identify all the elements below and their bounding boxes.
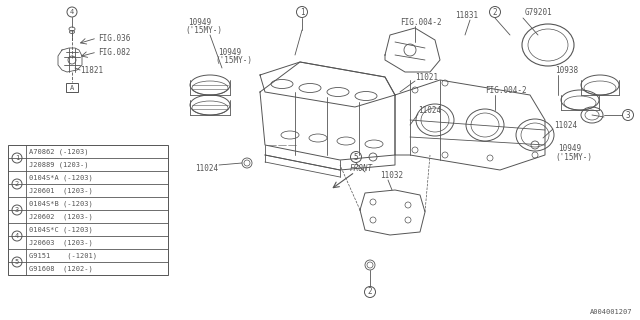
Text: 10949: 10949 xyxy=(218,47,241,57)
Text: 0104S*B (-1203): 0104S*B (-1203) xyxy=(29,200,93,207)
Text: 0104S*A (-1203): 0104S*A (-1203) xyxy=(29,174,93,181)
Text: 11032: 11032 xyxy=(380,171,403,180)
Text: G79201: G79201 xyxy=(525,7,553,17)
Text: 11024: 11024 xyxy=(195,164,218,172)
Text: 11821: 11821 xyxy=(80,66,103,75)
Text: 1: 1 xyxy=(300,7,304,17)
Text: 11024: 11024 xyxy=(554,121,577,130)
Text: 3: 3 xyxy=(15,207,19,213)
Text: 2: 2 xyxy=(15,181,19,187)
Text: J20602  (1203-): J20602 (1203-) xyxy=(29,213,93,220)
Text: 4: 4 xyxy=(70,9,74,15)
Text: FIG.036: FIG.036 xyxy=(98,34,131,43)
Text: 0104S*C (-1203): 0104S*C (-1203) xyxy=(29,226,93,233)
Text: 2: 2 xyxy=(493,7,497,17)
Text: FIG.082: FIG.082 xyxy=(98,47,131,57)
Text: 10949: 10949 xyxy=(188,18,211,27)
Text: J20601  (1203-): J20601 (1203-) xyxy=(29,187,93,194)
Text: FRONT: FRONT xyxy=(350,164,373,172)
Bar xyxy=(8,145,168,275)
Text: FIG.004-2: FIG.004-2 xyxy=(400,18,442,27)
Text: 10938: 10938 xyxy=(555,66,578,75)
Text: 3: 3 xyxy=(626,110,630,119)
Text: 2: 2 xyxy=(368,287,372,297)
Text: G91608  (1202-): G91608 (1202-) xyxy=(29,265,93,272)
Text: FIG.004-2: FIG.004-2 xyxy=(485,85,527,94)
Text: 11024: 11024 xyxy=(418,106,441,115)
Text: G9151    (-1201): G9151 (-1201) xyxy=(29,252,97,259)
Text: A70862 (-1203): A70862 (-1203) xyxy=(29,148,88,155)
Text: 10949: 10949 xyxy=(558,143,581,153)
Text: A004001207: A004001207 xyxy=(589,309,632,315)
Text: 11021: 11021 xyxy=(415,73,438,82)
Text: 5: 5 xyxy=(354,153,358,162)
Text: 1: 1 xyxy=(15,155,19,161)
Text: A: A xyxy=(70,85,74,91)
Text: 5: 5 xyxy=(15,259,19,265)
Text: 4: 4 xyxy=(15,233,19,239)
Text: J20603  (1203-): J20603 (1203-) xyxy=(29,239,93,246)
Text: ('15MY-): ('15MY-) xyxy=(215,55,252,65)
Text: J20889 (1203-): J20889 (1203-) xyxy=(29,161,88,168)
Text: 11831: 11831 xyxy=(455,11,478,20)
Text: ('15MY-): ('15MY-) xyxy=(555,153,592,162)
Text: ('15MY-): ('15MY-) xyxy=(185,26,222,35)
